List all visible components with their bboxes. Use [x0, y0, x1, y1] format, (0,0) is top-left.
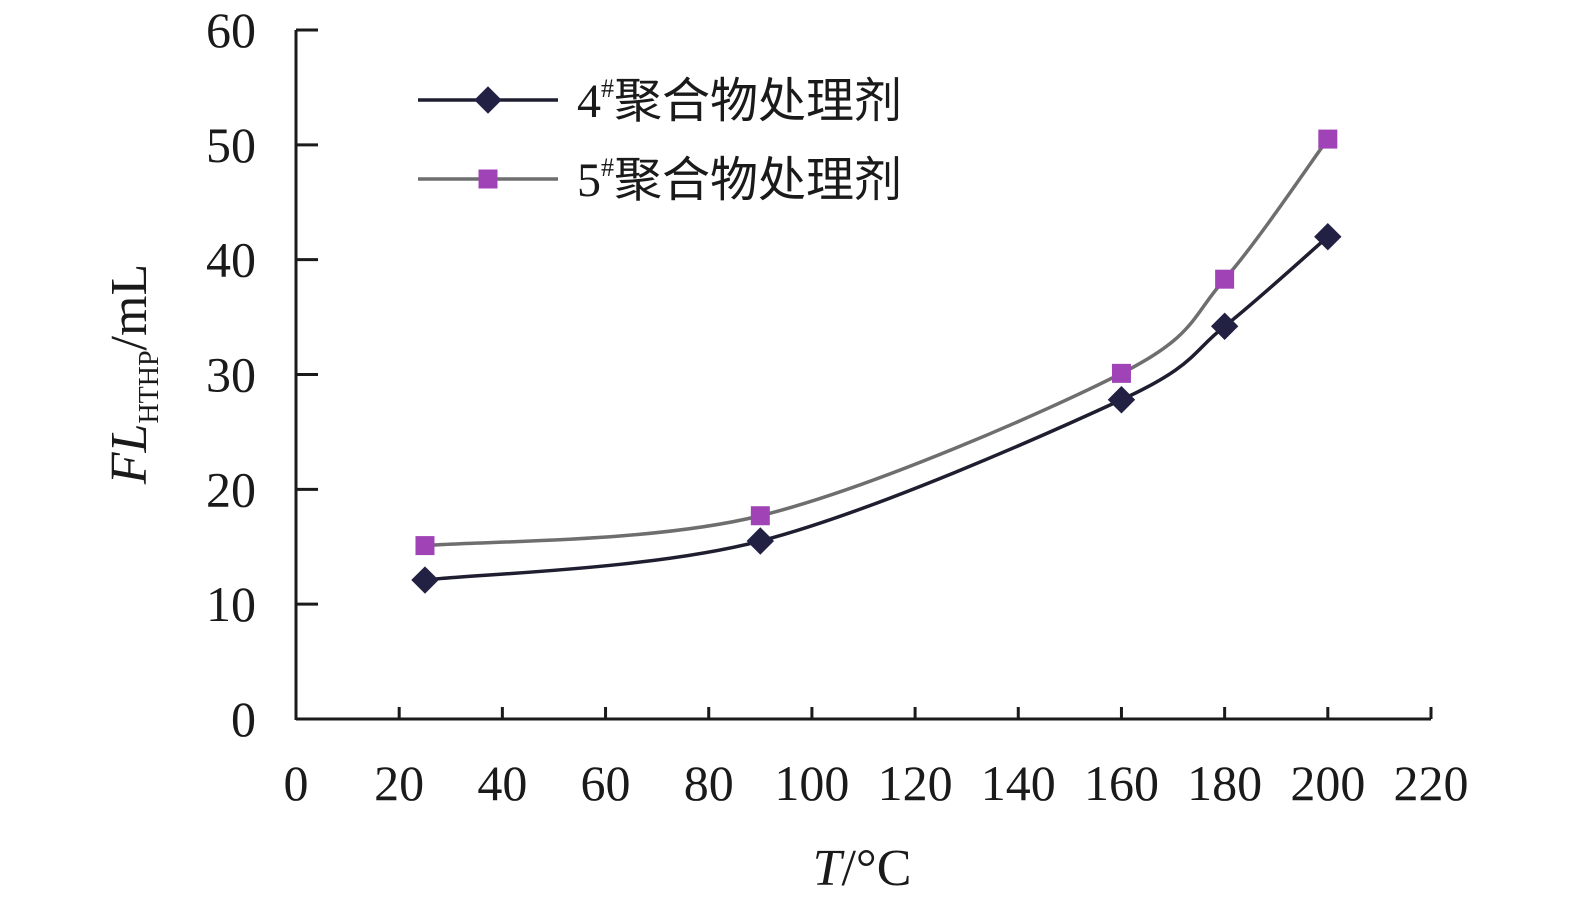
legend-square-marker — [478, 169, 498, 189]
y-tick-label: 20 — [206, 461, 256, 517]
series-line — [424, 235, 1329, 582]
y-tick-label: 40 — [206, 232, 256, 288]
y-axis-title-unit: /mL — [101, 264, 158, 351]
x-tick-label: 180 — [1187, 755, 1262, 811]
axis-titles: T/°C FLHTHP/mL — [101, 264, 911, 897]
x-tick-label: 0 — [284, 755, 309, 811]
axes-layer: 0 20 40 60 80 100 120 140 160 180 200 220 0 10 20 30 40 5… — [206, 2, 1469, 811]
legend-item-2: 5#聚合物处理剂 — [418, 153, 902, 207]
y-axis-title-subscript: HTHP — [134, 350, 165, 423]
legend-label: 4#聚合物处理剂 — [577, 74, 902, 128]
legend-diamond-marker — [474, 86, 502, 114]
y-tick-label: 10 — [206, 576, 256, 632]
series-2 — [415, 129, 1338, 556]
square-point — [750, 506, 770, 526]
series-layer — [411, 129, 1342, 594]
legend-text: 聚合物处理剂 — [614, 75, 902, 128]
y-axis-title-symbol: FL — [101, 424, 158, 486]
x-tick-label: 160 — [1084, 755, 1159, 811]
square-point — [1318, 129, 1338, 149]
diamond-point — [1107, 386, 1136, 414]
legend-superscript: # — [601, 74, 614, 103]
x-tick-label: 140 — [981, 755, 1056, 811]
square-point — [1111, 363, 1131, 383]
legend-number: 5 — [577, 154, 601, 207]
x-axis-title: T/°C — [813, 840, 912, 897]
y-tick-label: 50 — [206, 117, 256, 173]
diamond-point — [411, 566, 439, 594]
diamond-point — [1210, 312, 1239, 340]
x-axis-title-unit: /°C — [841, 840, 911, 897]
series-line — [424, 138, 1330, 548]
square-point — [415, 536, 435, 556]
legend-number: 4 — [577, 75, 601, 128]
x-tick-label: 80 — [684, 755, 734, 811]
x-tick-label: 20 — [374, 755, 424, 811]
x-tick-label: 200 — [1290, 755, 1365, 811]
legend-text: 聚合物处理剂 — [614, 154, 902, 207]
y-tick-label: 30 — [206, 347, 256, 403]
y-tick-label: 60 — [206, 2, 256, 58]
diamond-point — [1314, 222, 1342, 251]
diamond-point — [746, 527, 775, 555]
square-point — [1215, 269, 1235, 289]
series-1 — [411, 222, 1342, 594]
x-tick-label: 220 — [1394, 755, 1469, 811]
x-tick-label: 40 — [477, 755, 527, 811]
x-tick-label: 120 — [878, 755, 953, 811]
legend-item-1: 4#聚合物处理剂 — [418, 74, 902, 128]
legend-label: 5#聚合物处理剂 — [577, 153, 902, 207]
x-tick-label: 60 — [581, 755, 631, 811]
x-axis-title-symbol: T — [813, 840, 845, 897]
x-tick-label: 100 — [774, 755, 849, 811]
y-axis-title: FLHTHP/mL — [101, 264, 165, 485]
legend-superscript: # — [601, 153, 614, 182]
y-tick-label: 0 — [231, 691, 256, 747]
